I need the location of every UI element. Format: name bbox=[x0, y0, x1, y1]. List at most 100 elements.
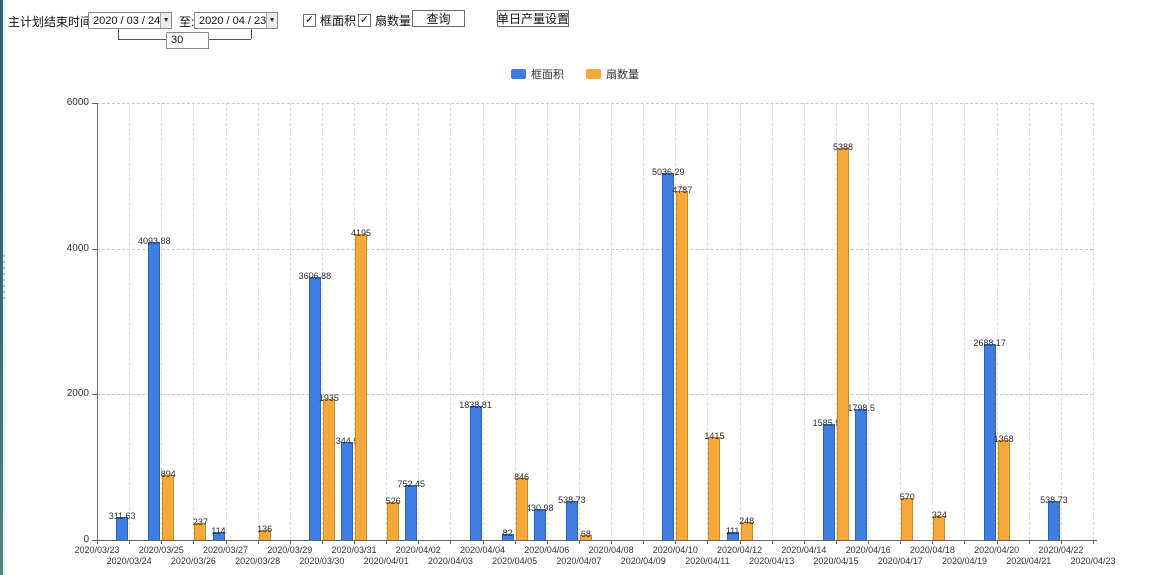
x-tick-label: 2020/03/24 bbox=[106, 556, 152, 566]
sash-count-checkbox[interactable]: ✓ 扇数量 bbox=[358, 12, 411, 29]
x-gridline bbox=[1028, 103, 1030, 540]
x-tick-label: 2020/04/23 bbox=[1070, 556, 1116, 566]
x-tick-mark bbox=[643, 540, 645, 544]
legend-item-frame-area[interactable]: 框面积 bbox=[511, 66, 564, 82]
x-tick-mark bbox=[418, 540, 420, 544]
bar-sash-count bbox=[515, 478, 528, 540]
bar-frame-area bbox=[1047, 500, 1060, 540]
bar-frame-area bbox=[726, 531, 739, 540]
x-tick-mark bbox=[803, 540, 805, 544]
x-tick-label: 2020/04/20 bbox=[974, 545, 1020, 555]
bar-sash-count bbox=[708, 436, 721, 540]
x-tick-mark bbox=[996, 540, 998, 544]
bar-value-label: 5388 bbox=[832, 141, 853, 152]
chevron-down-icon[interactable]: ▼ bbox=[266, 13, 277, 28]
bar-sash-count bbox=[836, 147, 849, 540]
x-tick-mark bbox=[450, 540, 452, 544]
bar-value-label: 538.73 bbox=[558, 494, 586, 505]
x-tick-mark bbox=[289, 540, 291, 544]
x-gridline bbox=[257, 103, 259, 540]
bar-frame-area bbox=[533, 508, 546, 540]
bar-value-label: 1415 bbox=[704, 430, 725, 441]
x-gridline bbox=[450, 103, 452, 540]
toolbar: 主计划结束时间: 2020 / 03 / 24 ▼ 至: 2020 / 04 /… bbox=[0, 0, 1150, 50]
y-gridline bbox=[97, 248, 1093, 250]
x-tick-mark bbox=[707, 540, 709, 544]
y-axis-label: 6000 bbox=[66, 97, 89, 108]
x-tick-label: 2020/04/13 bbox=[749, 556, 795, 566]
x-tick-label: 2020/04/11 bbox=[685, 556, 730, 566]
x-gridline bbox=[771, 103, 773, 540]
bar-frame-area bbox=[148, 241, 161, 540]
splitter-handle[interactable] bbox=[1, 253, 7, 299]
legend-swatch-orange bbox=[586, 69, 601, 79]
bar-value-label: 1368 bbox=[993, 434, 1014, 445]
x-gridline bbox=[611, 103, 613, 540]
x-tick-mark bbox=[771, 540, 773, 544]
x-tick-label: 2020/04/04 bbox=[460, 545, 506, 555]
x-tick-label: 2020/04/18 bbox=[909, 545, 955, 555]
x-tick-label: 2020/04/22 bbox=[1038, 545, 1084, 555]
x-tick-mark bbox=[868, 540, 870, 544]
x-tick-label: 2020/04/10 bbox=[652, 545, 698, 555]
daily-output-settings-button[interactable]: 单日产量设置 bbox=[497, 10, 570, 27]
x-tick-label: 2020/03/30 bbox=[299, 556, 345, 566]
interval-days-input[interactable]: 30 bbox=[166, 32, 209, 49]
bar-value-label: 5036.29 bbox=[652, 167, 685, 178]
chevron-down-icon[interactable]: ▼ bbox=[160, 13, 171, 28]
bar-sash-count bbox=[322, 399, 335, 540]
x-gridline bbox=[482, 103, 484, 540]
x-tick-label: 2020/03/29 bbox=[267, 545, 313, 555]
x-tick-label: 2020/04/15 bbox=[813, 556, 859, 566]
y-gridline bbox=[97, 394, 1093, 396]
x-tick-mark bbox=[161, 540, 163, 544]
bar-value-label: 237 bbox=[192, 516, 208, 527]
y-axis-line bbox=[97, 103, 98, 540]
bar-value-label: 4093.88 bbox=[137, 235, 171, 246]
bar-frame-area bbox=[983, 344, 996, 540]
x-tick-mark bbox=[611, 540, 613, 544]
legend-item-sash-count[interactable]: 扇数量 bbox=[586, 66, 639, 82]
bar-frame-area bbox=[822, 424, 835, 540]
frame-area-checkbox[interactable]: ✓ 框面积 bbox=[303, 12, 356, 29]
connector-line bbox=[251, 29, 252, 39]
chart-legend: 框面积 扇数量 bbox=[0, 66, 1150, 82]
y-tick-mark bbox=[92, 394, 97, 396]
x-gridline bbox=[1093, 103, 1094, 540]
x-tick-mark bbox=[386, 540, 388, 544]
x-tick-mark bbox=[932, 540, 934, 544]
x-gridline bbox=[932, 103, 934, 540]
x-tick-mark bbox=[546, 540, 548, 544]
x-tick-mark bbox=[193, 540, 195, 544]
x-tick-label: 2020/04/05 bbox=[492, 556, 538, 566]
bar-value-label: 136 bbox=[257, 524, 273, 535]
x-gridline bbox=[289, 103, 291, 540]
query-button[interactable]: 查询 bbox=[412, 10, 465, 27]
bar-value-label: 82 bbox=[502, 528, 513, 539]
bar-frame-area bbox=[308, 277, 321, 540]
end-date-value: 2020 / 04 / 23 bbox=[199, 14, 267, 27]
bar-sash-count bbox=[387, 501, 400, 540]
x-tick-mark bbox=[129, 540, 131, 544]
x-tick-label: 2020/04/21 bbox=[1006, 556, 1052, 566]
bar-frame-area bbox=[501, 534, 514, 540]
legend-swatch-blue bbox=[511, 69, 526, 79]
x-gridline bbox=[418, 103, 420, 540]
bar-frame-area bbox=[212, 531, 225, 540]
checkbox-check-icon[interactable]: ✓ bbox=[358, 14, 371, 27]
x-tick-label: 2020/04/17 bbox=[877, 556, 923, 566]
bar-value-label: 4195 bbox=[351, 228, 372, 239]
bar-sash-count bbox=[676, 191, 689, 540]
start-date-picker[interactable]: 2020 / 03 / 24 ▼ bbox=[88, 12, 172, 29]
x-tick-label: 2020/03/28 bbox=[235, 556, 281, 566]
bar-value-label: 1838.81 bbox=[459, 400, 492, 411]
bar-value-label: 68 bbox=[580, 529, 591, 540]
x-gridline bbox=[964, 103, 966, 540]
bar-sash-count bbox=[258, 530, 271, 540]
x-tick-label: 2020/04/03 bbox=[427, 556, 473, 566]
x-tick-mark bbox=[482, 540, 484, 544]
checkbox-check-icon[interactable]: ✓ bbox=[303, 14, 316, 27]
end-date-picker[interactable]: 2020 / 04 / 23 ▼ bbox=[194, 12, 278, 29]
x-tick-mark bbox=[1093, 540, 1094, 544]
bar-sash-count bbox=[579, 535, 592, 540]
